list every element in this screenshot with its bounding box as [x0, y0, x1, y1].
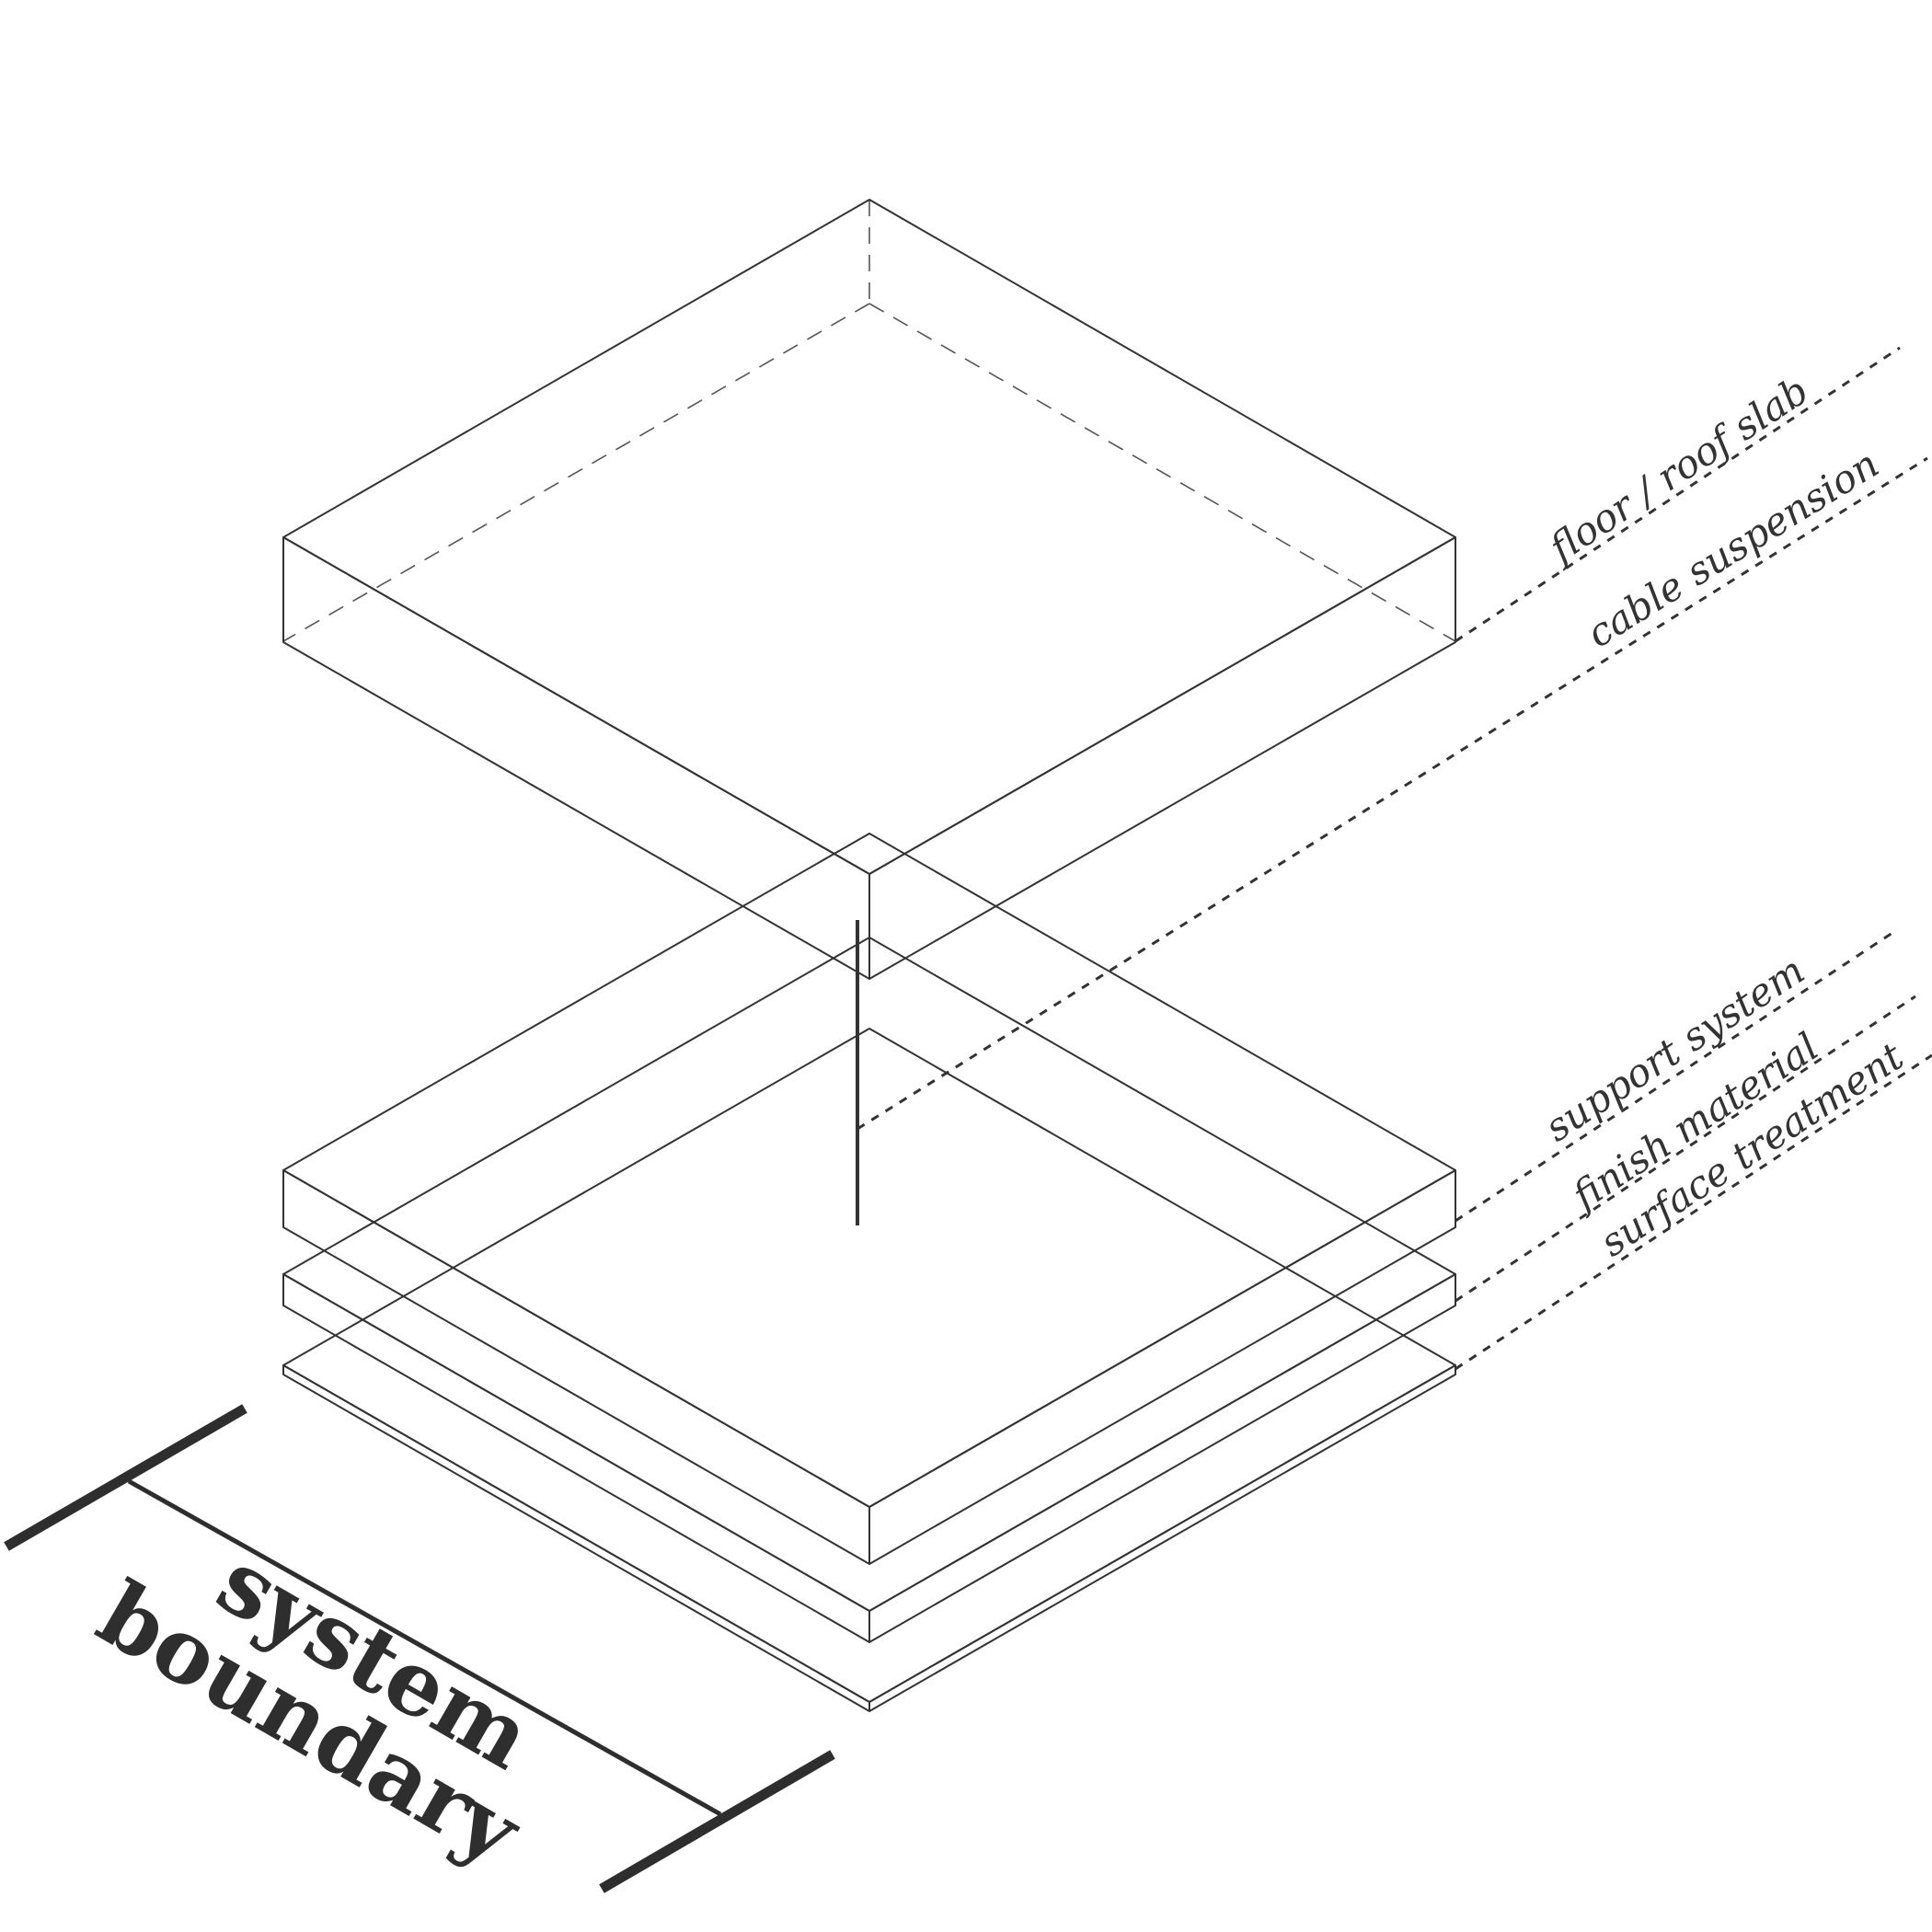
- slab-front-right-face: [868, 536, 1456, 980]
- support-system-side-face: [868, 1169, 1456, 1565]
- support-system-layer: [282, 833, 1456, 1565]
- boundary-dimension-line: [127, 1478, 722, 1817]
- finish-material-front-face: [282, 1273, 870, 1643]
- finish-material-top-face: [282, 937, 1456, 1612]
- slab-front-left-face: [282, 536, 870, 980]
- boundary-tick-right: [599, 1750, 835, 1893]
- label-cable-suspension: cable suspension: [1579, 441, 1886, 656]
- leader-lines: [857, 346, 1932, 1371]
- slab-top-face: [282, 199, 1456, 875]
- leader-cable-suspension: [857, 456, 1928, 1131]
- leader-support-system: [1455, 927, 1899, 1223]
- finish-material-side-face: [868, 1273, 1456, 1643]
- leader-surface-treatment: [1455, 1053, 1932, 1371]
- support-system-top-face: [282, 833, 1456, 1508]
- surface-treatment-layer: [282, 1028, 1456, 1712]
- system-boundary-bracket: system boundary: [4, 1404, 835, 1893]
- floor-roof-slab: [282, 199, 1456, 980]
- leader-floor-roof-slab: [1455, 346, 1901, 643]
- slab-hidden-edge: [868, 303, 1456, 642]
- surface-treatment-side-face: [868, 1364, 1456, 1712]
- support-system-front-face: [282, 1169, 870, 1565]
- boundary-tick-left: [4, 1404, 247, 1551]
- finish-material-layer: [282, 937, 1456, 1643]
- slab-hidden-edge: [282, 303, 870, 642]
- surface-treatment-top-face: [282, 1028, 1456, 1703]
